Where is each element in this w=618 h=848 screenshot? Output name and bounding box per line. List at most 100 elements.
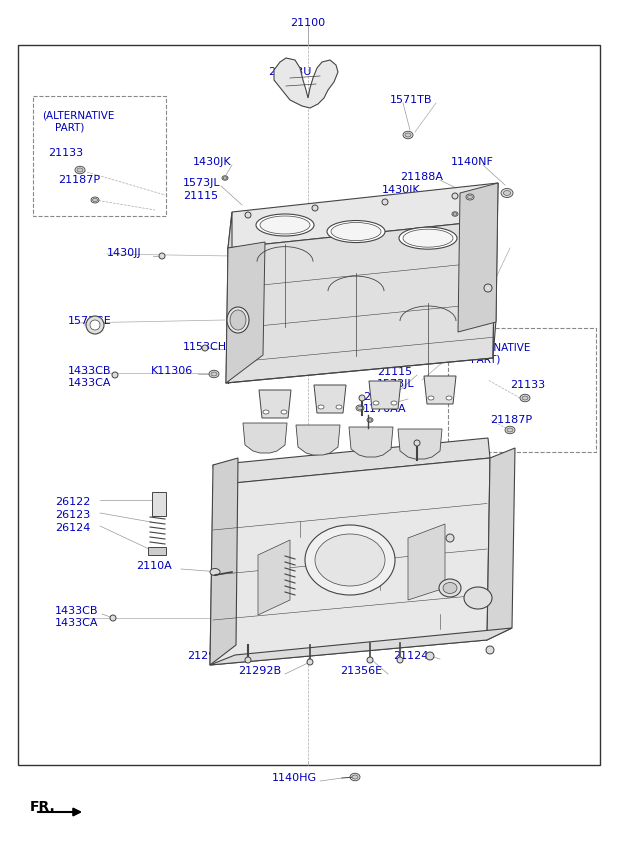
Text: 2110A: 2110A: [136, 561, 172, 571]
Text: 21124: 21124: [393, 651, 428, 661]
Ellipse shape: [464, 587, 492, 609]
Text: 21188A: 21188A: [400, 172, 443, 182]
Text: PART): PART): [458, 354, 501, 364]
Text: 1573JL: 1573JL: [183, 178, 221, 188]
Ellipse shape: [336, 405, 342, 409]
Circle shape: [382, 199, 388, 205]
Text: 25623U: 25623U: [268, 67, 311, 77]
Text: 26122: 26122: [55, 497, 90, 507]
Text: 21356E: 21356E: [340, 666, 382, 676]
Ellipse shape: [446, 396, 452, 400]
Ellipse shape: [327, 220, 385, 243]
Ellipse shape: [263, 410, 269, 414]
Circle shape: [312, 205, 318, 211]
Ellipse shape: [75, 166, 85, 174]
Circle shape: [159, 253, 165, 259]
Ellipse shape: [230, 310, 246, 330]
Text: 26124: 26124: [55, 523, 90, 533]
Text: 1140NF: 1140NF: [451, 157, 494, 167]
Text: 21187P: 21187P: [58, 175, 100, 185]
Text: 1433CA: 1433CA: [68, 378, 111, 388]
Ellipse shape: [368, 419, 372, 421]
Text: (ALTERNATIVE: (ALTERNATIVE: [458, 342, 530, 352]
Text: 1430JC: 1430JC: [452, 530, 491, 540]
Text: 21292B: 21292B: [238, 666, 281, 676]
Text: K11306: K11306: [151, 366, 193, 376]
Ellipse shape: [260, 216, 310, 234]
Polygon shape: [258, 540, 290, 615]
Ellipse shape: [350, 773, 360, 781]
Text: 21133: 21133: [510, 380, 545, 390]
Text: FR.: FR.: [30, 800, 56, 814]
Text: 21293A: 21293A: [187, 651, 230, 661]
Ellipse shape: [403, 229, 453, 247]
Ellipse shape: [93, 198, 98, 202]
Ellipse shape: [505, 427, 515, 433]
Circle shape: [202, 345, 208, 351]
Polygon shape: [408, 524, 445, 600]
Ellipse shape: [227, 307, 249, 333]
Polygon shape: [213, 438, 490, 485]
Circle shape: [486, 646, 494, 654]
Ellipse shape: [91, 197, 99, 203]
Ellipse shape: [428, 396, 434, 400]
Circle shape: [414, 440, 420, 446]
Polygon shape: [226, 220, 495, 383]
Ellipse shape: [77, 168, 83, 172]
Ellipse shape: [501, 188, 513, 198]
Polygon shape: [259, 390, 291, 418]
Text: (ALTERNATIVE: (ALTERNATIVE: [42, 110, 114, 120]
Ellipse shape: [318, 405, 324, 409]
Ellipse shape: [211, 372, 217, 376]
Polygon shape: [458, 183, 498, 332]
Ellipse shape: [443, 583, 457, 594]
Text: 1571TB: 1571TB: [390, 95, 433, 105]
Ellipse shape: [305, 525, 395, 595]
Ellipse shape: [399, 227, 457, 249]
Text: 1430JK: 1430JK: [193, 157, 232, 167]
Text: 1433CA: 1433CA: [55, 618, 98, 628]
Ellipse shape: [439, 579, 461, 597]
Polygon shape: [369, 381, 401, 409]
Bar: [33, 96, 166, 216]
Text: 1573JL: 1573JL: [377, 379, 415, 389]
Polygon shape: [210, 628, 512, 665]
Ellipse shape: [356, 405, 364, 411]
Ellipse shape: [522, 396, 528, 400]
Circle shape: [426, 652, 434, 660]
Ellipse shape: [468, 195, 472, 198]
Polygon shape: [274, 58, 338, 108]
Polygon shape: [228, 183, 498, 248]
Text: 21114: 21114: [419, 449, 454, 459]
Polygon shape: [424, 376, 456, 404]
Text: 21124: 21124: [445, 278, 480, 288]
Circle shape: [245, 657, 251, 663]
Ellipse shape: [452, 212, 458, 216]
Polygon shape: [314, 385, 346, 413]
Text: 21115: 21115: [183, 191, 218, 201]
Ellipse shape: [373, 401, 379, 405]
Text: 1170AA: 1170AA: [363, 404, 407, 414]
Text: 1153CH: 1153CH: [183, 342, 227, 352]
Bar: [148, 547, 166, 555]
Circle shape: [367, 657, 373, 663]
Text: 26123: 26123: [55, 510, 90, 520]
Ellipse shape: [315, 534, 385, 586]
Polygon shape: [487, 448, 515, 640]
Bar: [18, 45, 600, 765]
Ellipse shape: [209, 371, 219, 377]
Circle shape: [446, 534, 454, 542]
Ellipse shape: [281, 410, 287, 414]
Text: 21141: 21141: [231, 592, 266, 602]
Polygon shape: [226, 242, 265, 383]
Polygon shape: [210, 458, 238, 665]
Circle shape: [307, 659, 313, 665]
Ellipse shape: [391, 401, 397, 405]
Ellipse shape: [405, 133, 411, 137]
Circle shape: [397, 657, 403, 663]
Ellipse shape: [222, 176, 228, 181]
Polygon shape: [296, 425, 340, 455]
Circle shape: [110, 615, 116, 621]
Ellipse shape: [331, 222, 381, 241]
Ellipse shape: [352, 775, 358, 779]
